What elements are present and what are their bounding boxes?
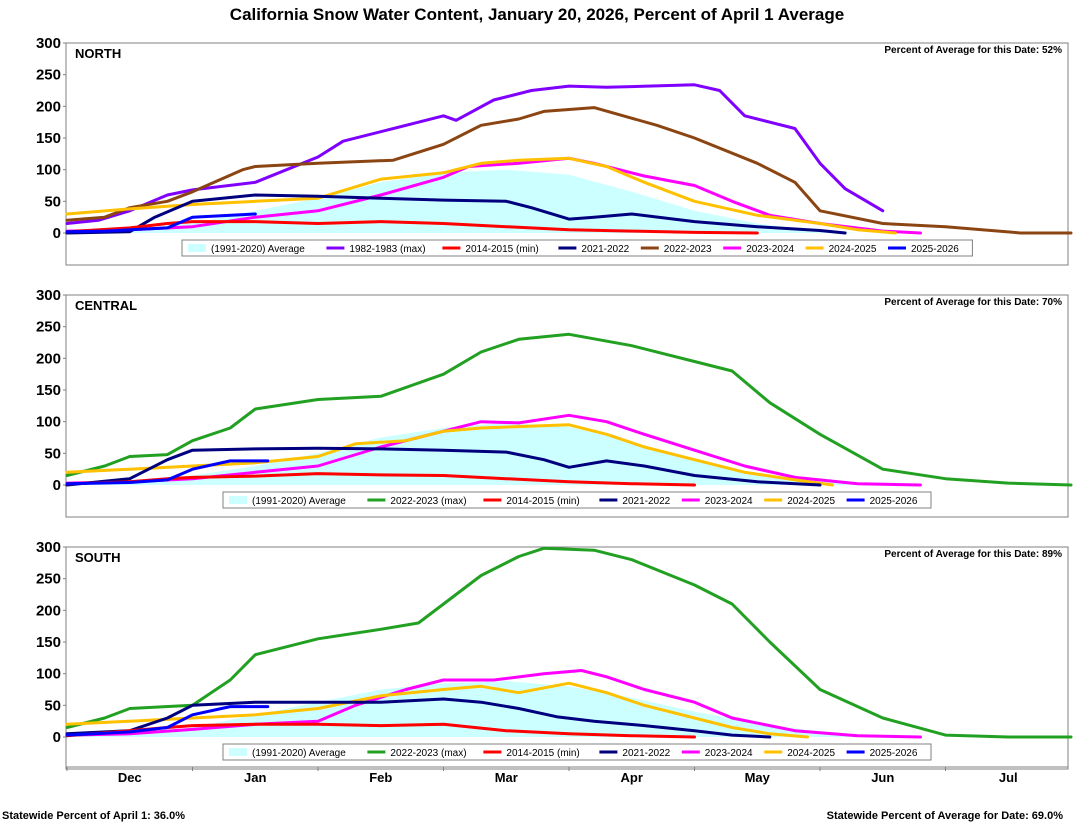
legend-label: 2022-2023 [664,244,712,255]
y-tick-label: 0 [53,729,61,746]
x-tick-label: May [745,770,771,785]
legend-label: 2023-2024 [705,496,753,507]
series-line-2025-2026 [65,705,270,737]
series-line-2022-2023-max- [65,546,1073,739]
legend-label: 2025-2026 [870,496,918,507]
y-tick-label: 100 [36,666,61,683]
panel-central: 300 250 200 150 100 50 0 CENTRAL Percent of Aver… [36,287,1073,518]
y-tick-label: 250 [36,67,61,84]
y-tick-label: 150 [36,634,61,651]
legend-label: 2023-2024 [705,748,753,759]
region-label: SOUTH [75,550,121,565]
statewide-april1-percent: Statewide Percent of April 1: 36.0% [2,810,185,822]
legend-swatch [188,244,206,252]
chart-title: California Snow Water Content, January 2… [230,5,844,24]
y-tick-label: 300 [36,539,61,556]
y-tick-label: 150 [36,382,61,399]
legend-label: 2022-2023 (max) [390,748,466,759]
legend: (1991-2020) Average 1982-1983 (max) 2014-2… [181,239,973,257]
series-line-2023-2024 [65,413,922,487]
y-tick-label: 250 [36,319,61,336]
x-tick-label: Jan [244,770,266,785]
legend-label: 1982-1983 (max) [349,244,425,255]
x-tick-label: Mar [495,770,518,785]
region-label: CENTRAL [75,298,137,313]
legend-label: 2022-2023 (max) [390,496,466,507]
series-line-1982-1983-max- [65,83,885,225]
series-line-2021-2022 [65,193,847,235]
percent-of-average-label: Percent of Average for this Date: 52% [884,45,1062,56]
legend-label: (1991-2020) Average [211,244,305,255]
y-tick-label: 100 [36,162,61,179]
legend-label: (1991-2020) Average [252,496,346,507]
legend-label: 2014-2015 (min) [506,748,579,759]
legend: (1991-2020) Average 2022-2023 (max) 2014-2… [222,491,932,509]
legend-box [222,743,932,761]
legend-label: 2014-2015 (min) [465,244,538,255]
y-tick-label: 300 [36,287,61,304]
legend-label: 2021-2022 [622,496,670,507]
y-tick-label: 50 [44,445,61,462]
y-tick-label: 150 [36,130,61,147]
legend-label: 2021-2022 [622,748,670,759]
series-line-2024-2025 [65,156,897,235]
percent-of-average-label: Percent of Average for this Date: 70% [884,297,1062,308]
y-tick-label: 250 [36,571,61,588]
legend-box [222,491,932,509]
region-label: NORTH [75,46,121,61]
series-line-2014-2015-min- [65,220,759,235]
legend-label: 2025-2026 [911,244,959,255]
y-tick-label: 0 [53,477,61,494]
legend-label: 2023-2024 [746,244,794,255]
series-line-2025-2026 [65,212,257,234]
series-line-2022-2023-max- [65,332,1073,487]
legend-label: (1991-2020) Average [252,748,346,759]
legend-label: 2025-2026 [870,748,918,759]
legend: (1991-2020) Average 2022-2023 (max) 2014-2… [222,743,932,761]
legend-label: 2024-2025 [829,244,877,255]
percent-of-average-label: Percent of Average for this Date: 89% [884,549,1062,560]
panel-south: 300 250 200 150 100 50 0 SOUTH Percent of Averag… [36,539,1073,770]
y-tick-label: 100 [36,414,61,431]
x-tick-label: Jun [871,770,894,785]
series-line-2022-2023 [65,106,1073,235]
legend-swatch [229,748,247,756]
series-line-2024-2025 [65,681,809,739]
y-tick-label: 200 [36,98,61,115]
x-tick-label: Feb [369,770,392,785]
panel-north: 300 250 200 150 100 50 0 NORTH Percent of Averag… [36,35,1073,266]
x-tick-label: Jul [999,770,1018,785]
legend-box [181,239,973,257]
y-tick-label: 300 [36,35,61,52]
legend-swatch [229,496,247,504]
y-tick-label: 200 [36,350,61,367]
x-tick-label: Dec [118,770,142,785]
legend-label: 2024-2025 [787,748,835,759]
series-line-2021-2022 [65,697,772,739]
statewide-date-percent: Statewide Percent of Average for Date: 6… [826,810,1063,822]
series-line-2021-2022 [65,446,822,487]
series-line-2025-2026 [65,459,270,486]
legend-label: 2014-2015 (min) [506,496,579,507]
legend-label: 2024-2025 [787,496,835,507]
y-tick-label: 50 [44,697,61,714]
legend-label: 2021-2022 [581,244,629,255]
series-line-2024-2025 [65,423,834,487]
y-tick-label: 0 [53,225,61,242]
x-tick-label: Apr [621,770,643,785]
y-tick-label: 200 [36,602,61,619]
y-tick-label: 50 [44,193,61,210]
